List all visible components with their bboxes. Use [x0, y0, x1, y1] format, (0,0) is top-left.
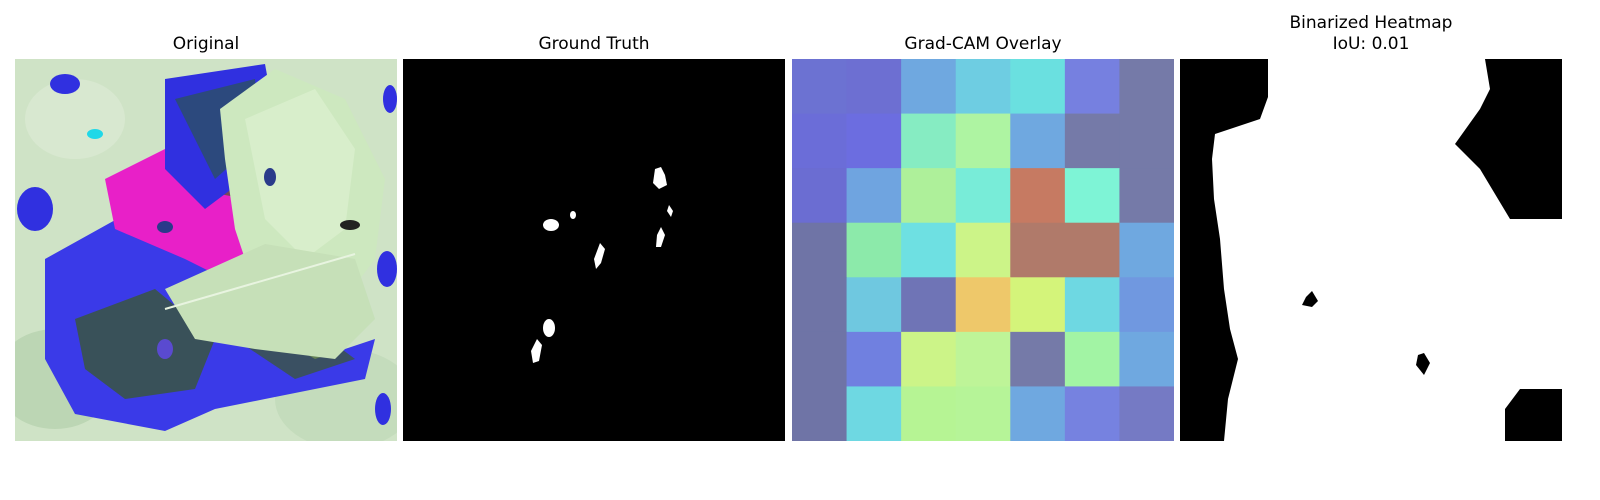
- heatmap-cell: [901, 168, 957, 224]
- heatmap-cell: [1010, 168, 1066, 224]
- heatmap-cell: [1119, 386, 1174, 441]
- heatmap-cell: [792, 386, 848, 441]
- heatmap-cell: [955, 331, 1011, 387]
- heatmap-cell: [792, 168, 848, 224]
- heatmap-cell: [846, 386, 902, 441]
- heatmap-cell: [1119, 331, 1174, 387]
- heatmap-cell: [792, 113, 848, 169]
- heatmap-cell: [955, 222, 1011, 278]
- heatmap-cell: [846, 113, 902, 169]
- heatmap-cell: [955, 59, 1011, 115]
- heatmap-cell: [1119, 59, 1174, 115]
- heatmap-cell: [1064, 277, 1120, 333]
- heatmap-cell: [1119, 277, 1174, 333]
- heatmap-cell: [901, 277, 957, 333]
- heatmap-cell: [1119, 222, 1174, 278]
- panel-original: Original: [15, 0, 397, 500]
- heatmap-cell: [1010, 222, 1066, 278]
- heatmap-cell: [901, 386, 957, 441]
- panel-ground-truth: Ground Truth: [403, 0, 785, 500]
- heatmap-cell: [792, 222, 848, 278]
- panel-gradcam-overlay: Grad-CAM Overlay: [792, 0, 1174, 500]
- gradcam-heatmap: [792, 59, 1174, 441]
- heatmap-cell: [901, 113, 957, 169]
- heatmap-cell: [1064, 168, 1120, 224]
- binarized-mask: [1180, 59, 1562, 441]
- panel-binarized-heatmap: Binarized Heatmap IoU: 0.01: [1180, 0, 1562, 500]
- heatmap-cell: [1010, 277, 1066, 333]
- heatmap-cell: [792, 277, 848, 333]
- panel-title: Binarized Heatmap: [1289, 13, 1453, 33]
- mask-blobs: [531, 167, 673, 363]
- original-image: [15, 59, 397, 441]
- panel-title: Original: [172, 34, 240, 54]
- heatmap-cell: [792, 331, 848, 387]
- heatmap-cell: [955, 277, 1011, 333]
- panel-title: Ground Truth: [538, 34, 650, 54]
- heatmap-cell: [1064, 331, 1120, 387]
- heatmap-cell: [1064, 59, 1120, 115]
- heatmap-cell: [1010, 386, 1066, 441]
- iou-score: IoU: 0.01: [1332, 34, 1410, 54]
- binary-foreground: [1212, 59, 1562, 441]
- heatmap-cell: [901, 222, 957, 278]
- heatmap-cell: [846, 277, 902, 333]
- heatmap-cell: [1119, 168, 1174, 224]
- heatmap-cell: [846, 59, 902, 115]
- heatmap-cell: [1064, 222, 1120, 278]
- heatmap-cell: [1064, 113, 1120, 169]
- heatmap-cell: [846, 222, 902, 278]
- heatmap-cell: [1119, 113, 1174, 169]
- heatmap-cell: [901, 59, 957, 115]
- ground-truth-mask: [403, 59, 785, 441]
- heatmap-cell: [792, 59, 848, 115]
- heatmap-cell: [846, 331, 902, 387]
- panel-title: Grad-CAM Overlay: [904, 34, 1062, 54]
- heatmap-cell: [955, 386, 1011, 441]
- heatmap-cell: [1010, 113, 1066, 169]
- heatmap-cell: [1010, 331, 1066, 387]
- heatmap-cell: [846, 168, 902, 224]
- heatmap-cell: [901, 331, 957, 387]
- heatmap-cell: [955, 113, 1011, 169]
- heatmap-cell: [955, 168, 1011, 224]
- heatmap-cell: [1010, 59, 1066, 115]
- heatmap-cell: [1064, 386, 1120, 441]
